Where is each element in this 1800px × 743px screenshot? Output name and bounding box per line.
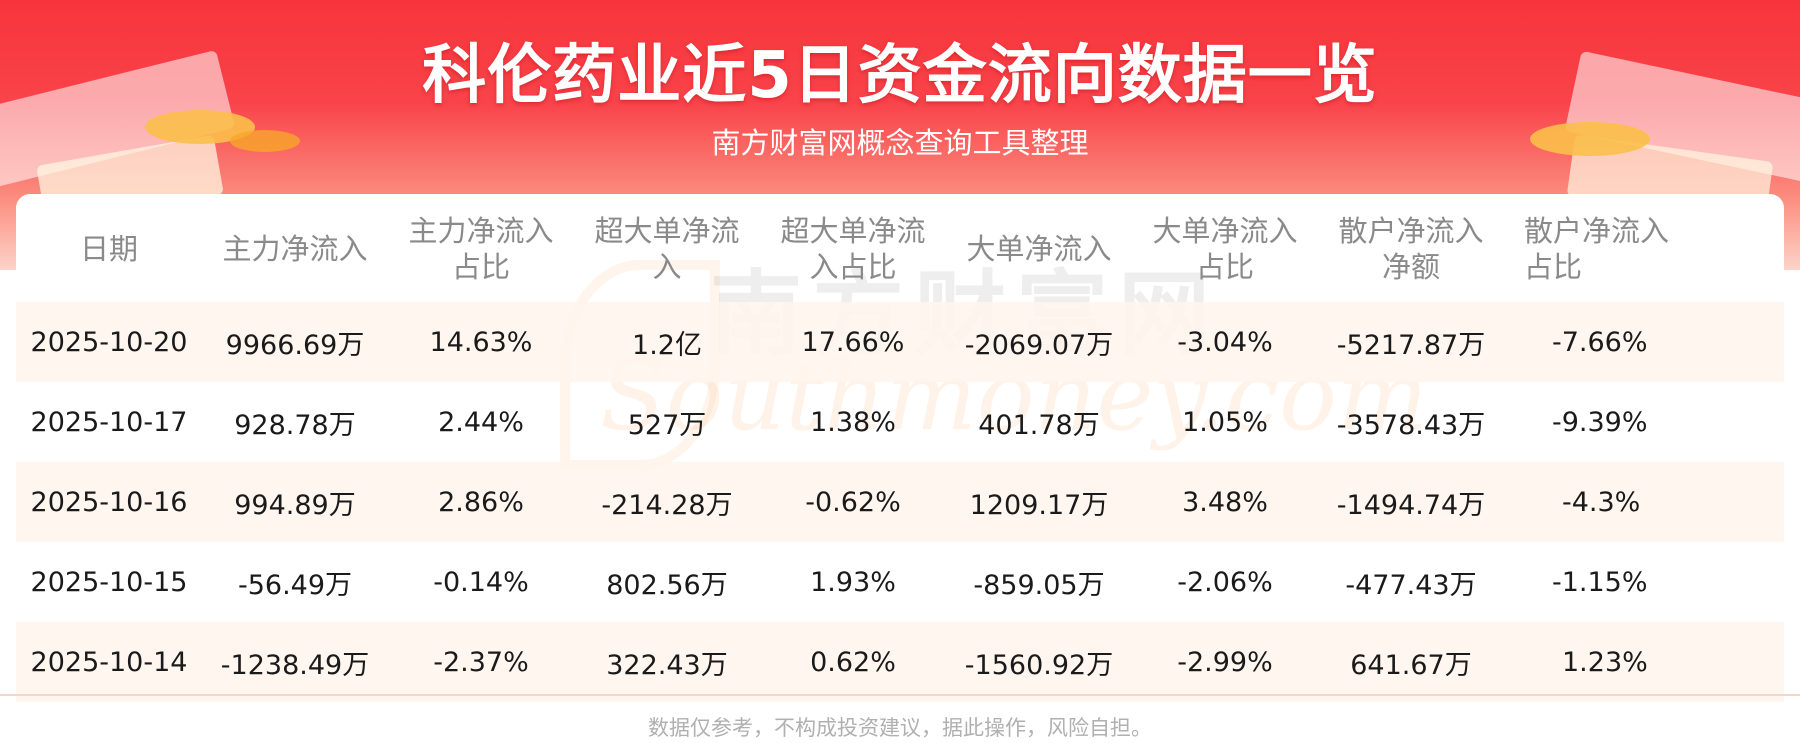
col-header-date: 日期 [79,232,138,266]
cell-main-ratio: 2.44% [438,406,524,438]
cell-xl-ratio: 17.66% [760,302,946,382]
cell-large-ratio: 3.48% [1132,462,1318,542]
cell-large-ratio: -2.99% [1132,622,1318,702]
cell-retail-ratio: 1.23% [1504,622,1784,702]
cell-xl-inflow: 802.56万 [606,569,728,601]
cell-date: 2025-10-14 [16,622,202,702]
col-header-main-ratio: 主力净流入 占比 [408,214,554,284]
col-header-main-inflow: 主力净流入 [222,232,368,266]
cell-retail-ratio: -4.3% [1504,462,1784,542]
table-row: 2025-10-15 -56.49万 -0.14% 802.56万 1.93% … [16,542,1784,622]
col-header-retail-ratio: 散户净流入 占比 [1524,214,1670,284]
cell-large-inflow: 401.78万 [978,409,1100,441]
cell-retail-ratio: -7.66% [1504,302,1784,382]
cell-retail-inflow: -5217.87万 [1318,302,1504,382]
cell-main-ratio: 2.86% [388,462,574,542]
cell-large-inflow: -2069.07万 [946,302,1132,382]
divider [0,694,1800,696]
cell-main-inflow: 9966.69万 [202,302,388,382]
cell-xl-inflow: -214.28万 [574,462,760,542]
cell-large-ratio: 1.05% [1182,406,1268,438]
cell-large-inflow: -1560.92万 [946,622,1132,702]
cell-main-ratio: 14.63% [388,302,574,382]
cell-large-inflow: 1209.17万 [946,462,1132,542]
disclaimer-text: 数据仅参考，不构成投资建议，据此操作，风险自担。 [648,716,1152,740]
cell-main-ratio: -0.14% [433,566,529,598]
cell-xl-ratio: 0.62% [760,622,946,702]
page-title: 科伦药业近5日资金流向数据一览 [422,39,1378,113]
cell-large-ratio: -3.04% [1132,302,1318,382]
cell-date: 2025-10-15 [30,566,188,598]
cell-xl-inflow: 1.2亿 [574,302,760,382]
col-header-retail-inflow: 散户净流入 净额 [1338,214,1484,284]
col-header-large-inflow: 大单净流入 [966,232,1112,266]
cell-main-ratio: -2.37% [388,622,574,702]
cell-retail-inflow: -1494.74万 [1318,462,1504,542]
cell-xl-ratio: 1.93% [810,566,896,598]
cell-large-inflow: -859.05万 [973,569,1105,601]
cell-main-inflow: -1238.49万 [202,622,388,702]
cell-retail-ratio: -1.15% [1552,566,1648,598]
cell-retail-inflow: -3578.43万 [1336,409,1486,441]
cell-retail-inflow: -477.43万 [1345,569,1477,601]
cell-main-inflow: 994.89万 [202,462,388,542]
table-row: 2025-10-20 9966.69万 14.63% 1.2亿 17.66% -… [16,302,1784,382]
cell-date: 2025-10-16 [16,462,202,542]
cell-retail-ratio: -9.39% [1552,406,1648,438]
col-header-xl-inflow: 超大单净流入 [594,214,740,284]
cell-main-inflow: -56.49万 [237,569,353,601]
col-header-xl-ratio: 超大单净流 入占比 [780,214,926,284]
cell-xl-ratio: -0.62% [760,462,946,542]
cell-xl-ratio: 1.38% [810,406,896,438]
table-header-row: 日期 主力净流入 主力净流入 占比 超大单净流入 超大单净流 入占比 大单净流入 大… [16,196,1784,302]
page-subtitle: 南方财富网概念查询工具整理 [711,126,1089,160]
cell-large-ratio: -2.06% [1177,566,1273,598]
capital-flow-table: 日期 主力净流入 主力净流入 占比 超大单净流入 超大单净流 入占比 大单净流入 大… [16,196,1784,702]
table-card [16,194,1784,694]
cell-date: 2025-10-20 [16,302,202,382]
cell-main-inflow: 928.78万 [234,409,356,441]
cell-xl-inflow: 322.43万 [574,622,760,702]
cell-xl-inflow: 527万 [627,409,707,441]
cell-date: 2025-10-17 [30,406,188,438]
col-header-large-ratio: 大单净流入 占比 [1152,214,1298,284]
table-row: 2025-10-16 994.89万 2.86% -214.28万 -0.62%… [16,462,1784,542]
cell-retail-inflow: 641.67万 [1318,622,1504,702]
table-row: 2025-10-17 928.78万 2.44% 527万 1.38% 401.… [16,382,1784,462]
table-row: 2025-10-14 -1238.49万 -2.37% 322.43万 0.62… [16,622,1784,702]
